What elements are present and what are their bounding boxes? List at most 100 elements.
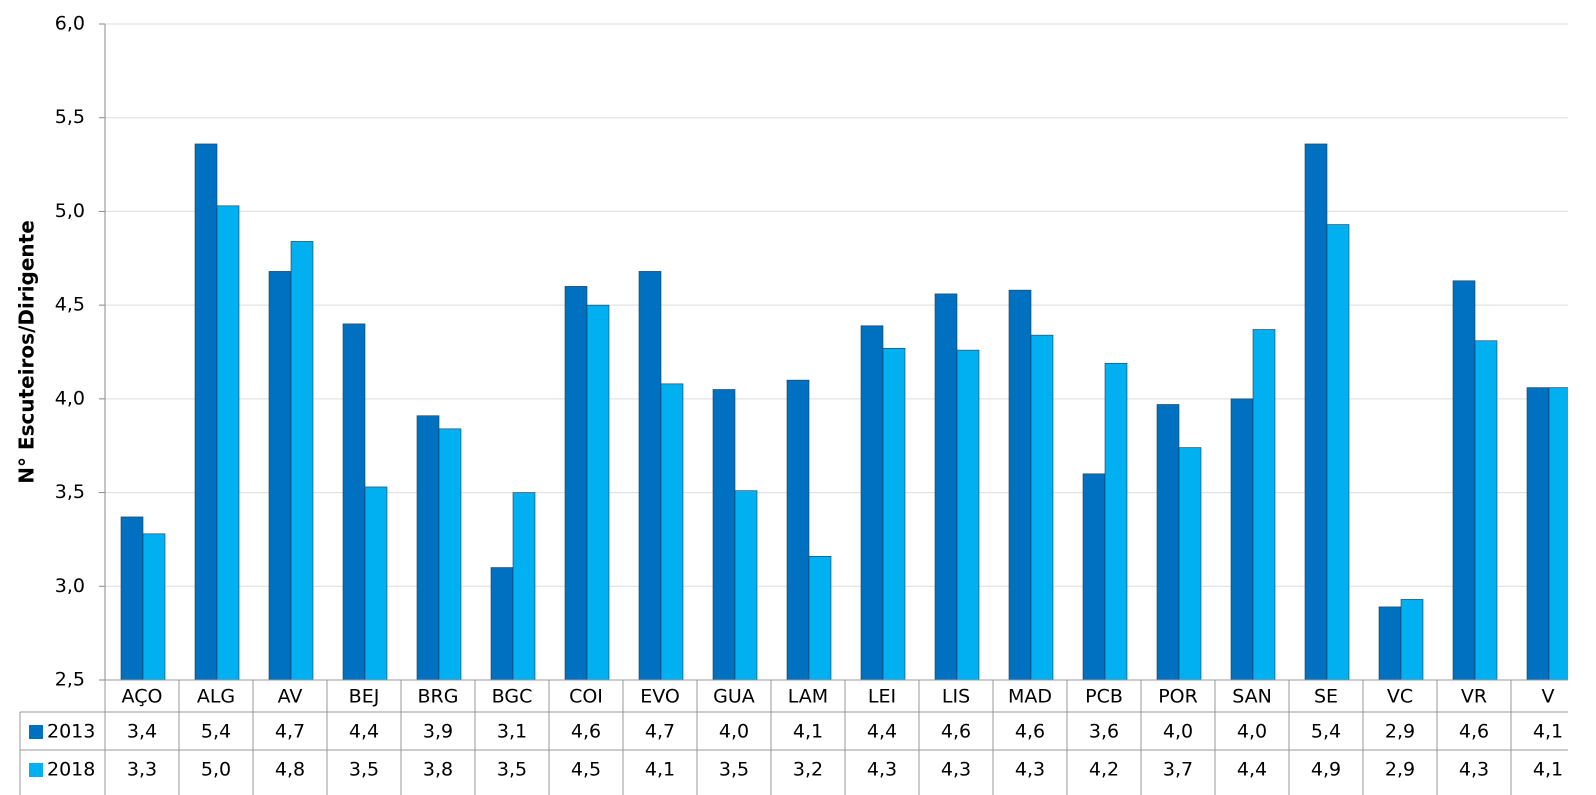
bar — [1104, 362, 1128, 681]
x-tick-label: AV — [278, 686, 303, 708]
y-tick-label: 4,0 — [55, 387, 85, 409]
bar — [1304, 143, 1328, 681]
data-label: 4,0 — [719, 721, 749, 743]
y-tick-label: 3,0 — [55, 575, 85, 597]
y-tick-label: 3,5 — [55, 481, 85, 503]
data-label: 3,7 — [1163, 759, 1193, 781]
bar — [142, 533, 166, 681]
x-tick-label: LAM — [788, 686, 828, 708]
data-label: 4,8 — [275, 759, 305, 781]
bar — [1252, 329, 1276, 681]
bar — [1230, 398, 1254, 681]
data-label: 4,6 — [941, 721, 971, 743]
x-tick-label: BEJ — [349, 686, 380, 708]
x-tick-label: BGC — [492, 686, 533, 708]
x-tick-label: MAD — [1008, 686, 1052, 708]
bar — [416, 415, 440, 681]
data-label: 3,5 — [719, 759, 749, 781]
data-label: 4,3 — [1015, 759, 1045, 781]
data-label: 4,1 — [645, 759, 675, 781]
x-tick-label: GUA — [713, 686, 755, 708]
legend-swatch — [29, 763, 43, 777]
data-label: 4,0 — [1237, 721, 1267, 743]
bar — [638, 271, 662, 681]
data-label: 3,8 — [423, 759, 453, 781]
data-label: 4,3 — [941, 759, 971, 781]
data-label: 3,4 — [127, 721, 157, 743]
data-label: 4,9 — [1311, 759, 1341, 781]
data-label: 4,4 — [867, 721, 897, 743]
plot: AÇO 3,4 3,3 ALG 5,4 5,0 AV 4,7 4,8 BEJ 4,4 3,5 BRG 3,… — [19, 23, 1568, 795]
bar — [786, 379, 810, 681]
bar — [586, 304, 610, 681]
bar — [1474, 340, 1498, 681]
x-tick-label: SAN — [1232, 686, 1272, 708]
y-tick-label: 4,5 — [55, 294, 85, 316]
bar — [1082, 473, 1106, 681]
data-label: 5,4 — [201, 721, 231, 743]
data-label: 4,4 — [1237, 759, 1267, 781]
x-tick-label: POR — [1158, 686, 1198, 708]
x-tick-label: SE — [1314, 686, 1338, 708]
bar — [290, 241, 314, 681]
bar — [1548, 387, 1568, 681]
bar — [216, 205, 240, 681]
y-axis-title: N° Escuteiros/Dirigente — [15, 220, 39, 484]
data-label: 3,9 — [423, 721, 453, 743]
data-label: 4,3 — [867, 759, 897, 781]
x-tick-label: VR — [1461, 686, 1487, 708]
bar — [268, 271, 292, 681]
data-label: 3,3 — [127, 759, 157, 781]
y-tick-label: 2,5 — [55, 669, 85, 691]
bar — [934, 293, 958, 681]
bar — [1378, 606, 1402, 681]
bar — [808, 555, 832, 681]
y-tick-label: 6,0 — [55, 13, 85, 35]
bar — [734, 490, 758, 681]
data-label: 4,5 — [571, 759, 601, 781]
x-tick-label: LEI — [868, 686, 896, 708]
data-label: 4,3 — [1459, 759, 1489, 781]
data-label: 3,5 — [497, 759, 527, 781]
x-tick-label: PCB — [1085, 686, 1123, 708]
data-label: 5,4 — [1311, 721, 1341, 743]
x-tick-label: AÇO — [122, 686, 163, 708]
data-label: 3,2 — [793, 759, 823, 781]
data-label: 3,6 — [1089, 721, 1119, 743]
bar — [364, 486, 388, 681]
bar — [1156, 404, 1180, 681]
bar — [1008, 289, 1032, 681]
bar — [882, 347, 906, 681]
x-tick-label: ALG — [197, 686, 235, 708]
data-label: 4,1 — [1533, 759, 1563, 781]
bar — [490, 567, 514, 681]
bar — [564, 286, 588, 681]
data-label: 4,6 — [571, 721, 601, 743]
legend-label: 2018 — [47, 759, 95, 781]
bar — [438, 428, 462, 681]
data-label: 4,4 — [349, 721, 379, 743]
x-tick-label: LIS — [942, 686, 970, 708]
bar — [194, 143, 218, 681]
bar — [1326, 224, 1350, 681]
data-label: 4,1 — [793, 721, 823, 743]
bar — [712, 389, 736, 681]
data-label: 4,6 — [1459, 721, 1489, 743]
bar — [956, 349, 980, 681]
legend-label: 2013 — [47, 721, 95, 743]
x-tick-label: EVO — [640, 686, 680, 708]
bar — [342, 323, 366, 681]
data-label: 4,7 — [645, 721, 675, 743]
x-tick-label: V — [1542, 686, 1555, 708]
bar — [120, 516, 144, 681]
bar — [1526, 387, 1550, 681]
data-label: 2,9 — [1385, 721, 1415, 743]
y-tick-label: 5,0 — [55, 200, 85, 222]
data-label: 4,0 — [1163, 721, 1193, 743]
bar — [1400, 599, 1424, 681]
data-label: 4,7 — [275, 721, 305, 743]
data-label: 4,2 — [1089, 759, 1119, 781]
legend-swatch — [29, 725, 43, 739]
bar — [1452, 280, 1476, 681]
